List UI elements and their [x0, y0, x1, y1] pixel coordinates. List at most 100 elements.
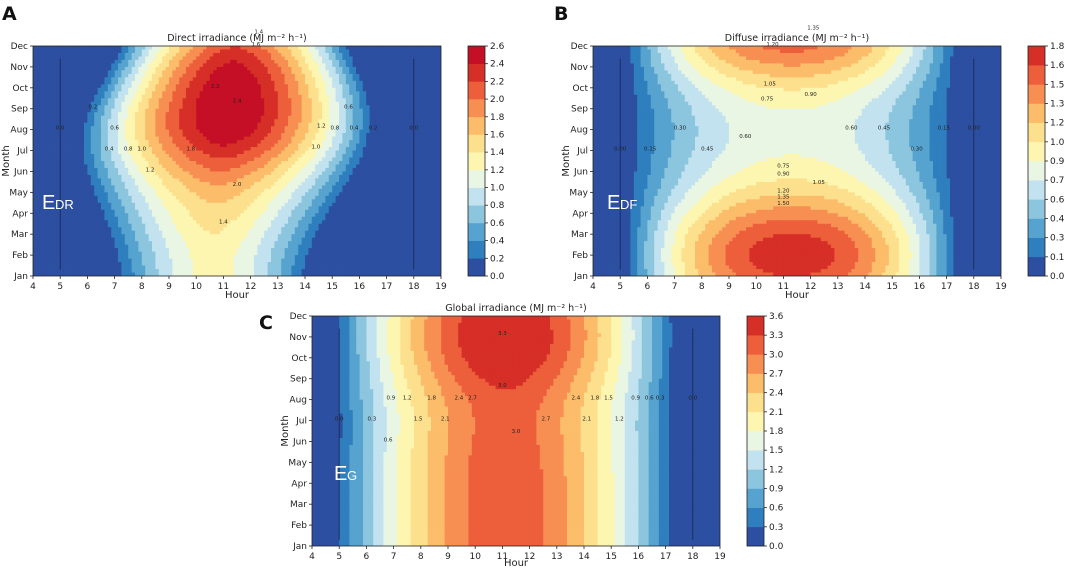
field-cell: [90, 56, 95, 61]
field-cell: [267, 49, 272, 54]
field-cell: [192, 178, 197, 183]
field-cell: [128, 105, 132, 110]
field-cell: [118, 161, 122, 165]
field-cell: [67, 59, 71, 64]
field-cell: [434, 147, 438, 151]
field-cell: [114, 87, 119, 92]
field-cell: [254, 52, 258, 57]
field-cell: [383, 185, 387, 190]
field-cell: [237, 167, 241, 172]
field-cell: [339, 150, 343, 155]
field-cell: [73, 46, 78, 50]
field-cell: [430, 94, 435, 99]
field-cell: [362, 126, 367, 131]
field-cell: [332, 133, 336, 137]
field-cell: [84, 112, 88, 117]
field-cell: [145, 77, 149, 82]
field-cell: [97, 126, 102, 131]
field-cell: [60, 119, 64, 124]
field-cell: [332, 147, 336, 151]
field-cell: [39, 52, 44, 57]
field-cell: [189, 66, 194, 71]
field-cell: [101, 119, 105, 124]
field-cell: [373, 84, 377, 89]
field-cell: [434, 119, 438, 124]
field-cell: [87, 91, 92, 96]
field-cell: [148, 143, 153, 148]
field-cell: [121, 112, 126, 117]
field-cell: [291, 161, 296, 165]
field-cell: [240, 73, 245, 78]
field-cell: [250, 46, 255, 50]
field-cell: [84, 185, 88, 190]
field-cell: [288, 59, 292, 64]
field-cell: [311, 80, 316, 85]
field-cell: [43, 66, 47, 71]
field-cell: [305, 167, 309, 172]
field-cell: [199, 105, 204, 110]
field-cell: [434, 84, 438, 89]
field-cell: [271, 171, 275, 176]
field-cell: [267, 52, 272, 57]
field-cell: [226, 49, 231, 54]
field-cell: [199, 63, 204, 68]
field-cell: [291, 46, 296, 50]
field-cell: [145, 59, 149, 64]
field-cell: [403, 178, 408, 183]
field-cell: [322, 77, 326, 82]
field-cell: [135, 154, 139, 158]
field-cell: [90, 188, 95, 193]
field-cell: [366, 108, 370, 113]
field-cell: [277, 157, 282, 162]
field-cell: [427, 143, 432, 148]
field-cell: [220, 185, 224, 190]
field-cell: [281, 52, 285, 57]
field-cell: [206, 140, 211, 144]
field-cell: [318, 150, 323, 155]
field-cell: [182, 49, 187, 54]
field-cell: [192, 161, 197, 165]
field-cell: [281, 73, 285, 78]
field-cell: [87, 94, 92, 99]
field-cell: [396, 143, 401, 148]
field-cell: [254, 59, 258, 64]
field-cell: [155, 133, 160, 137]
field-cell: [400, 140, 404, 144]
field-cell: [284, 157, 289, 162]
field-cell: [121, 63, 126, 68]
field-cell: [46, 174, 51, 179]
field-cell: [376, 49, 381, 54]
field-cell: [63, 77, 68, 82]
field-cell: [226, 119, 231, 124]
field-cell: [33, 181, 37, 186]
field-cell: [328, 87, 333, 92]
field-cell: [196, 108, 200, 113]
field-cell: [376, 174, 381, 179]
field-cell: [315, 133, 319, 137]
field-cell: [67, 143, 71, 148]
field-cell: [230, 59, 234, 64]
field-cell: [237, 161, 241, 165]
field-cell: [97, 108, 102, 113]
field-cell: [73, 136, 78, 141]
field-cell: [179, 98, 183, 103]
field-cell: [322, 119, 326, 124]
field-cell: [237, 108, 241, 113]
field-cell: [87, 84, 92, 89]
field-cell: [220, 91, 224, 96]
field-cell: [77, 126, 81, 131]
field-cell: [50, 91, 54, 96]
field-cell: [243, 178, 248, 183]
field-cell: [274, 167, 279, 172]
field-cell: [121, 108, 126, 113]
field-cell: [430, 77, 435, 82]
field-cell: [264, 56, 268, 61]
field-cell: [203, 98, 207, 103]
field-cell: [424, 174, 428, 179]
field-cell: [56, 157, 61, 162]
field-cell: [318, 167, 323, 172]
field-cell: [230, 101, 234, 106]
field-cell: [196, 73, 200, 78]
field-cell: [369, 161, 374, 165]
field-cell: [107, 161, 112, 165]
